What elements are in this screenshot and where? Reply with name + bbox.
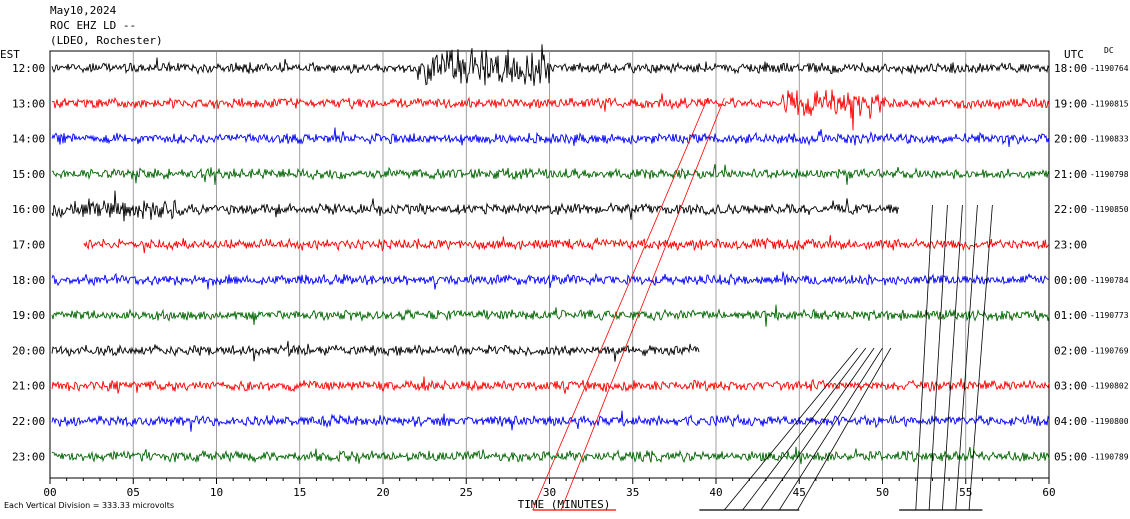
x-tick-label: 30	[543, 486, 556, 499]
utc-hour-label: 02:00	[1054, 344, 1087, 357]
x-tick-label: 35	[626, 486, 639, 499]
trace-row	[51, 271, 1050, 290]
trace-row	[51, 446, 1050, 465]
black-event-line	[760, 347, 875, 511]
est-hour-label: 22:00	[12, 415, 45, 428]
black-event-line	[724, 347, 858, 511]
utc-hour-labels: 18:00 -1190764 19:00 -1190815 20:00 -1190833 2…	[1054, 62, 1129, 463]
black-event-line	[797, 347, 892, 511]
est-hour-label: 13:00	[12, 97, 45, 110]
event-lines	[532, 97, 993, 511]
est-hour-label: 15:00	[12, 168, 45, 181]
black-event-line	[942, 204, 963, 511]
est-hour-label: 14:00	[12, 133, 45, 146]
x-tick-label: 20	[376, 486, 389, 499]
trace-row	[51, 304, 1050, 327]
dc-offset-label: -1190800	[1090, 417, 1129, 426]
est-hour-label: 17:00	[12, 239, 45, 252]
utc-hour-label: 20:00	[1054, 133, 1087, 146]
est-hour-labels: 12:00 13:00 14:00 15:00 16:00 17:00 18:00 19:00…	[12, 62, 45, 463]
dc-offset-label: -1190850	[1090, 205, 1129, 214]
utc-hour-label: 04:00	[1054, 415, 1087, 428]
x-tick-label: 25	[460, 486, 473, 499]
est-hour-label: 16:00	[12, 203, 45, 216]
dc-offset-label: -1190802	[1090, 382, 1129, 391]
black-event-line	[968, 204, 993, 511]
utc-hour-label: 18:00	[1054, 62, 1087, 75]
est-hour-label: 19:00	[12, 309, 45, 322]
black-event-line	[955, 204, 978, 511]
x-tick-labels: 00 05 10 15 20 25 30 35 40 45 50 55 60	[43, 486, 1055, 499]
utc-hour-label: 03:00	[1054, 380, 1087, 393]
utc-hour-label: 01:00	[1054, 309, 1087, 322]
trace-row	[51, 340, 700, 362]
network-label: (LDEO, Rochester)	[50, 34, 163, 47]
x-tick-label: 05	[127, 486, 140, 499]
black-event-line	[742, 347, 867, 511]
x-tick-label: 45	[793, 486, 806, 499]
trace-row	[51, 376, 1050, 394]
black-event-line	[928, 204, 948, 511]
trace-row	[51, 190, 900, 222]
trace-row	[51, 127, 1050, 148]
black-event-line	[778, 347, 883, 511]
date-label: May10,2024	[50, 4, 117, 17]
dc-offset-label: -1190789	[1090, 452, 1129, 461]
dc-offset-label: -1190815	[1090, 99, 1129, 108]
est-hour-label: 12:00	[12, 62, 45, 75]
utc-hour-label: 23:00	[1054, 239, 1087, 252]
x-tick-label: 10	[210, 486, 223, 499]
trace-row	[51, 410, 1050, 432]
black-event-line	[915, 204, 933, 511]
trace-row	[83, 234, 1049, 254]
x-tick-label: 00	[43, 486, 56, 499]
x-tick-label: 50	[876, 486, 889, 499]
footer-note: Each Vertical Division = 333.33 microvol…	[4, 501, 175, 510]
grid	[49, 50, 1050, 484]
dc-offset-label: -1190798	[1090, 170, 1129, 179]
red-event-line	[532, 97, 709, 511]
est-hour-label: 21:00	[12, 380, 45, 393]
x-tick-label: 55	[959, 486, 972, 499]
utc-hour-label: 00:00	[1054, 274, 1087, 287]
dc-offset-label: -1190769	[1090, 346, 1129, 355]
est-hour-label: 20:00	[12, 344, 45, 357]
x-axis-label: TIME (MINUTES)	[518, 498, 611, 511]
x-tick-label: 15	[293, 486, 306, 499]
est-hour-label: 18:00	[12, 274, 45, 287]
dc-offset-label: -1190833	[1090, 135, 1129, 144]
station-label: ROC EHZ LD --	[50, 19, 137, 32]
trace-row	[51, 44, 1050, 86]
utc-hour-label: 21:00	[1054, 168, 1087, 181]
x-tick-label: 40	[709, 486, 722, 499]
utc-hour-label: 22:00	[1054, 203, 1087, 216]
dc-offset-label: -1190784	[1090, 276, 1129, 285]
dc-offset-label: -1190764	[1090, 64, 1129, 73]
trace-row	[51, 164, 1050, 185]
trace-row	[51, 89, 1050, 131]
red-event-line	[560, 97, 725, 511]
utc-label: UTC	[1064, 48, 1084, 61]
x-tick-label: 60	[1042, 486, 1055, 499]
dc-offset-label: -1190773	[1090, 311, 1129, 320]
dc-label: DC	[1104, 46, 1114, 55]
utc-hour-label: 05:00	[1054, 450, 1087, 463]
utc-hour-label: 19:00	[1054, 97, 1087, 110]
est-hour-label: 23:00	[12, 450, 45, 463]
traces	[51, 44, 1050, 465]
est-label: EST	[0, 48, 20, 61]
